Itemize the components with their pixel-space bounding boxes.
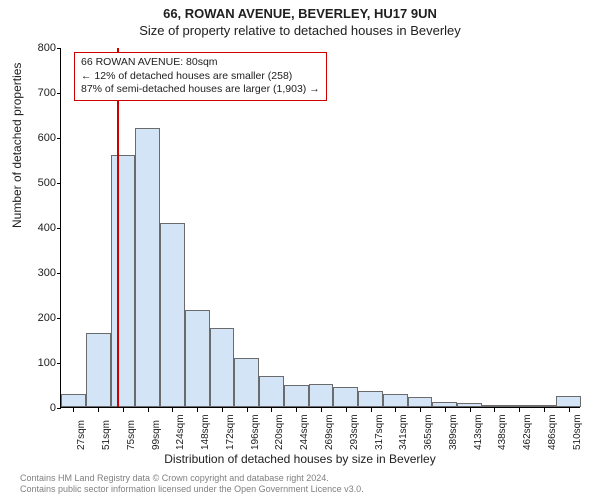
y-tick-mark — [57, 318, 61, 319]
histogram-bar — [556, 396, 581, 407]
page-title: 66, ROWAN AVENUE, BEVERLEY, HU17 9UN — [0, 0, 600, 21]
x-tick-mark — [395, 408, 396, 412]
info-box: 66 ROWAN AVENUE: 80sqm ← 12% of detached… — [74, 52, 327, 101]
histogram-bar — [383, 394, 408, 408]
x-tick-mark — [197, 408, 198, 412]
histogram-bar — [111, 155, 136, 407]
histogram-bar — [210, 328, 235, 407]
x-tick-label: 148sqm — [200, 414, 211, 450]
x-tick-mark — [247, 408, 248, 412]
x-tick-mark — [346, 408, 347, 412]
y-tick-mark — [57, 183, 61, 184]
y-tick-label: 300 — [21, 267, 56, 279]
x-tick-mark — [296, 408, 297, 412]
y-tick-mark — [57, 273, 61, 274]
histogram-bar — [432, 402, 457, 407]
property-marker-line — [117, 48, 119, 407]
y-tick-mark — [57, 408, 61, 409]
histogram-bar — [284, 385, 309, 408]
x-tick-mark — [73, 408, 74, 412]
histogram-bar — [333, 387, 358, 407]
y-tick-mark — [57, 138, 61, 139]
histogram-bar — [408, 397, 433, 407]
x-tick-mark — [222, 408, 223, 412]
y-tick-label: 400 — [21, 222, 56, 234]
histogram-bar — [482, 405, 507, 407]
page-subtitle: Size of property relative to detached ho… — [0, 21, 600, 38]
x-tick-label: 27sqm — [76, 420, 87, 450]
x-tick-label: 365sqm — [423, 414, 434, 450]
histogram-bar — [234, 358, 259, 408]
x-tick-label: 196sqm — [250, 414, 261, 450]
x-tick-mark — [470, 408, 471, 412]
x-tick-label: 99sqm — [151, 420, 162, 450]
histogram-bar — [185, 310, 210, 407]
info-line-1: 66 ROWAN AVENUE: 80sqm — [81, 56, 320, 70]
x-tick-mark — [519, 408, 520, 412]
chart-area: 010020030040050060070080027sqm51sqm75sqm… — [60, 48, 580, 408]
x-tick-label: 486sqm — [547, 414, 558, 450]
footer: Contains HM Land Registry data © Crown c… — [20, 473, 590, 496]
x-tick-mark — [445, 408, 446, 412]
x-tick-label: 293sqm — [349, 414, 360, 450]
histogram-bar — [61, 394, 86, 407]
plot-area: 010020030040050060070080027sqm51sqm75sqm… — [60, 48, 580, 408]
y-tick-label: 800 — [21, 42, 56, 54]
x-tick-mark — [569, 408, 570, 412]
histogram-bar — [309, 384, 334, 407]
x-tick-mark — [271, 408, 272, 412]
x-tick-mark — [544, 408, 545, 412]
x-tick-label: 244sqm — [299, 414, 310, 450]
y-tick-label: 100 — [21, 357, 56, 369]
histogram-bar — [160, 223, 185, 408]
y-tick-mark — [57, 48, 61, 49]
x-tick-label: 269sqm — [324, 414, 335, 450]
info-line-3: 87% of semi-detached houses are larger (… — [81, 83, 320, 97]
x-tick-mark — [172, 408, 173, 412]
x-tick-label: 317sqm — [374, 414, 385, 450]
histogram-bar — [507, 405, 532, 407]
x-tick-label: 413sqm — [473, 414, 484, 450]
x-tick-label: 124sqm — [175, 414, 186, 450]
footer-line-2: Contains public sector information licen… — [20, 484, 590, 496]
info-line-2: ← 12% of detached houses are smaller (25… — [81, 70, 320, 84]
x-tick-mark — [123, 408, 124, 412]
histogram-bar — [531, 405, 556, 407]
y-tick-label: 700 — [21, 87, 56, 99]
x-tick-label: 389sqm — [448, 414, 459, 450]
x-tick-mark — [420, 408, 421, 412]
x-tick-label: 220sqm — [274, 414, 285, 450]
y-tick-label: 500 — [21, 177, 56, 189]
y-tick-mark — [57, 363, 61, 364]
x-tick-label: 51sqm — [101, 420, 112, 450]
x-tick-label: 172sqm — [225, 414, 236, 450]
y-tick-label: 600 — [21, 132, 56, 144]
x-tick-label: 75sqm — [126, 420, 137, 450]
x-tick-label: 341sqm — [398, 414, 409, 450]
x-tick-mark — [494, 408, 495, 412]
x-axis-label: Distribution of detached houses by size … — [0, 452, 600, 466]
y-tick-mark — [57, 228, 61, 229]
y-tick-label: 0 — [21, 402, 56, 414]
x-tick-label: 462sqm — [522, 414, 533, 450]
y-tick-mark — [57, 93, 61, 94]
x-tick-mark — [98, 408, 99, 412]
x-tick-label: 510sqm — [572, 414, 583, 450]
y-tick-label: 200 — [21, 312, 56, 324]
x-tick-mark — [148, 408, 149, 412]
x-tick-mark — [321, 408, 322, 412]
footer-line-1: Contains HM Land Registry data © Crown c… — [20, 473, 590, 485]
histogram-bar — [135, 128, 160, 407]
histogram-bar — [259, 376, 284, 408]
x-tick-mark — [371, 408, 372, 412]
x-tick-label: 438sqm — [497, 414, 508, 450]
histogram-bar — [86, 333, 111, 407]
histogram-bar — [358, 391, 383, 407]
histogram-bar — [457, 403, 482, 407]
